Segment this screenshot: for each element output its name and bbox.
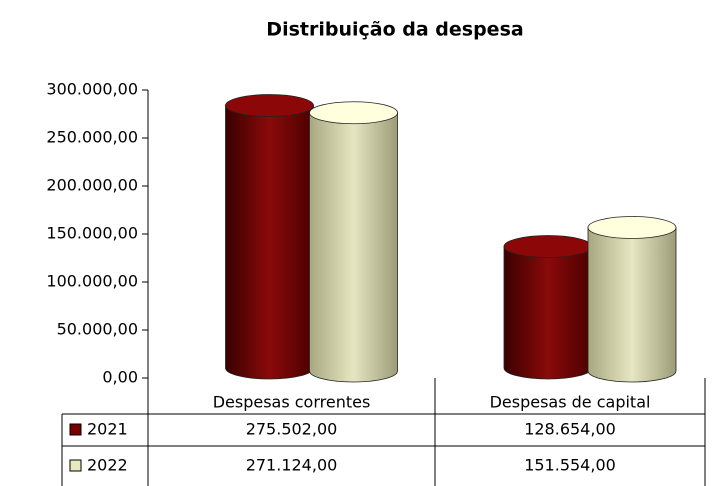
y-tick-label: 200.000,00 — [46, 176, 138, 195]
cylinder-bar — [309, 101, 398, 383]
table-value: 271.124,00 — [246, 456, 338, 475]
chart-title: Distribuição da despesa — [266, 19, 523, 41]
cylinder-bar — [225, 94, 314, 380]
cylinder-body — [587, 227, 677, 383]
table-value: 275.502,00 — [246, 420, 338, 439]
legend-label: 2021 — [87, 420, 128, 439]
y-tick-label: 50.000,00 — [57, 320, 138, 339]
cylinder-top — [587, 216, 677, 239]
cylinder-top — [309, 101, 398, 125]
table-value: 151.554,00 — [524, 456, 616, 475]
x-tick-label: Despesas de capital — [490, 393, 651, 412]
legend-label: 2022 — [87, 456, 128, 475]
y-tick-label: 100.000,00 — [46, 272, 138, 291]
cylinder-top — [503, 235, 593, 258]
y-tick-label: 250.000,00 — [46, 128, 138, 147]
table-value: 128.654,00 — [524, 420, 616, 439]
cylinder-body — [225, 105, 314, 380]
legend-swatch — [69, 459, 82, 472]
cylinder-bar — [503, 235, 593, 380]
cylinder-body — [309, 112, 398, 383]
cylinder-bar — [587, 216, 677, 383]
cylinder-body — [503, 246, 593, 380]
cylinder-top — [225, 94, 314, 117]
y-tick-label: 150.000,00 — [46, 224, 138, 243]
x-tick-label: Despesas correntes — [213, 393, 371, 412]
y-tick-label: 300.000,00 — [46, 80, 138, 99]
legend-swatch — [69, 423, 82, 436]
y-tick-label: 0,00 — [102, 368, 138, 387]
